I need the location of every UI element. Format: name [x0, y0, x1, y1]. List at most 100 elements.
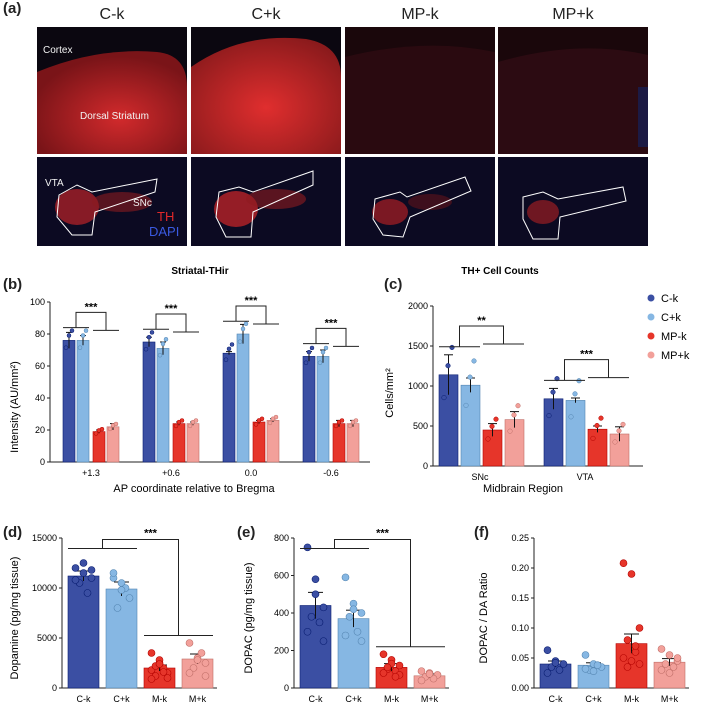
- chart-b-bar: [76, 340, 90, 463]
- chart-e-x-tick-label: M+k: [421, 694, 439, 704]
- chart-b-y-tick-label: 40: [35, 393, 45, 403]
- chart-e-x-tick-label: M-k: [384, 694, 399, 704]
- chart-d-point: [71, 564, 80, 572]
- chart-b-significance-label: ***: [165, 303, 179, 315]
- chart-b-bar: [236, 333, 250, 463]
- chart-f-point: [665, 651, 674, 659]
- column-title-mp-plus-k: MP+k: [552, 6, 594, 23]
- chart-d-point: [147, 649, 156, 657]
- chart-c-point: [554, 376, 560, 382]
- chart-th-cell-counts: TH+ Cell Counts Midbrain Region Cells/mm…: [384, 266, 690, 495]
- chart-e-point: [425, 670, 434, 678]
- chart-b-point: [179, 418, 185, 423]
- chart-d-point: [155, 660, 164, 668]
- chart-e-significance-label: ***: [376, 528, 390, 540]
- chart-b-point: [223, 357, 229, 362]
- chart-c-point: [463, 402, 469, 408]
- chart-f-x-tick-label: M-k: [624, 694, 639, 704]
- chart-b-point: [339, 418, 345, 423]
- chart-d-y-tick-label: 5000: [37, 633, 57, 643]
- chart-e-point: [395, 661, 404, 670]
- chart-f-point: [555, 666, 564, 674]
- chart-c-y-tick-label: 1500: [408, 341, 428, 351]
- chart-f-point: [593, 661, 602, 669]
- chart-b-point: [309, 345, 315, 351]
- column-title-c-minus-k: C-k: [99, 6, 125, 23]
- chart-dopac-da-ratio: DOPAC / DA Ratio 0.00 0.05 0.10 0.15 0.20 0.2…: [478, 533, 689, 704]
- micrograph-striatum-c-plus-k: [191, 27, 341, 154]
- chart-e-point: [303, 543, 312, 552]
- chart-c-point: [612, 439, 618, 445]
- chart-d-point: [79, 569, 88, 577]
- chart-d-y-tick-label: 10000: [32, 583, 57, 593]
- chart-e-x-tick-label: C-k: [309, 694, 323, 704]
- chart-b-point: [273, 414, 279, 420]
- panel-letter-c: (c): [384, 276, 403, 293]
- chart-b-y-tick-label: 60: [35, 361, 45, 371]
- chart-e-ylabel: DOPAC (pg/mg tissue): [243, 562, 255, 673]
- chart-e-bar: [337, 618, 370, 689]
- chart-f-x-tick-label: C+k: [585, 694, 602, 704]
- chart-f-x-tick-label: M+k: [661, 694, 679, 704]
- chart-c-point: [568, 414, 574, 420]
- chart-c-legend-label: C+k: [661, 312, 681, 324]
- chart-f-point: [661, 660, 670, 668]
- chart-c-ylabel: Cells/mm²: [384, 368, 396, 418]
- chart-c-significance-bracket: [544, 359, 629, 381]
- chart-c-y-tick-label: 500: [413, 421, 428, 431]
- chart-e-point: [391, 672, 400, 681]
- chart-b-significance-label: ***: [325, 317, 339, 329]
- chart-e-y-tick-label: 800: [274, 533, 289, 543]
- chart-f-point: [669, 663, 678, 671]
- chart-f-x-tick-label: C-k: [549, 694, 563, 704]
- chart-e-point: [417, 667, 426, 675]
- chart-c-legend-label: C-k: [661, 293, 679, 305]
- chart-e-point: [345, 612, 354, 621]
- chart-f-point: [657, 645, 666, 653]
- panel-letter-e: (e): [237, 524, 256, 541]
- chart-f-point: [559, 660, 568, 668]
- chart-b-bar: [156, 348, 170, 463]
- chart-d-point: [159, 668, 168, 676]
- chart-c-legend-marker: [647, 313, 655, 321]
- chart-e-x-tick-label: C+k: [345, 694, 362, 704]
- chart-f-point: [551, 659, 560, 667]
- chart-b-significance-label: ***: [245, 295, 259, 307]
- chart-b-bar: [106, 426, 120, 463]
- column-title-mp-minus-k: MP-k: [401, 6, 439, 23]
- chart-b-y-tick-label: 0: [40, 457, 45, 467]
- chart-f-point: [623, 636, 632, 644]
- chart-e-point: [319, 603, 328, 612]
- chart-b-title: Striatal-THir: [171, 266, 228, 277]
- chart-e-y-tick-label: 400: [274, 608, 289, 618]
- chart-b-point: [99, 426, 105, 432]
- chart-d-x-tick-label: M+k: [189, 694, 207, 704]
- chart-d-point: [71, 576, 80, 584]
- legend-dapi-label: DAPI: [149, 224, 180, 239]
- chart-b-point: [306, 349, 312, 355]
- micrograph-striatum-mp-plus-k: [498, 27, 648, 154]
- chart-c-point: [467, 374, 473, 380]
- chart-c-y-tick-label: 1000: [408, 381, 428, 391]
- chart-d-ylabel: Dopamine (pg/mg tissue): [9, 557, 21, 680]
- micrograph-striatum-mp-minus-k: [345, 27, 495, 154]
- snc-label: SNc: [133, 198, 152, 209]
- chart-b-x-tick-label: +1.3: [82, 468, 100, 478]
- chart-d-point: [201, 659, 210, 667]
- chart-c-point: [489, 423, 495, 429]
- chart-f-point: [581, 651, 590, 659]
- chart-b-point: [323, 345, 329, 351]
- chart-dopac: DOPAC (pg/mg tissue) 0 200 400 600 800 C-k C+k…: [243, 528, 449, 704]
- chart-e-point: [311, 575, 320, 584]
- chart-c-xlabel: Midbrain Region: [483, 483, 563, 495]
- chart-b-bar: [172, 423, 186, 463]
- legend-th-label: TH: [157, 209, 175, 224]
- chart-c-legend-label: MP+k: [661, 350, 690, 362]
- chart-b-bar: [222, 352, 236, 463]
- panel-letter-b: (b): [3, 276, 23, 293]
- chart-c-significance-bracket: [439, 325, 524, 348]
- chart-b-bar: [302, 356, 316, 463]
- chart-d-point: [109, 569, 118, 577]
- chart-c-point: [441, 395, 447, 401]
- chart-c-point: [485, 436, 491, 442]
